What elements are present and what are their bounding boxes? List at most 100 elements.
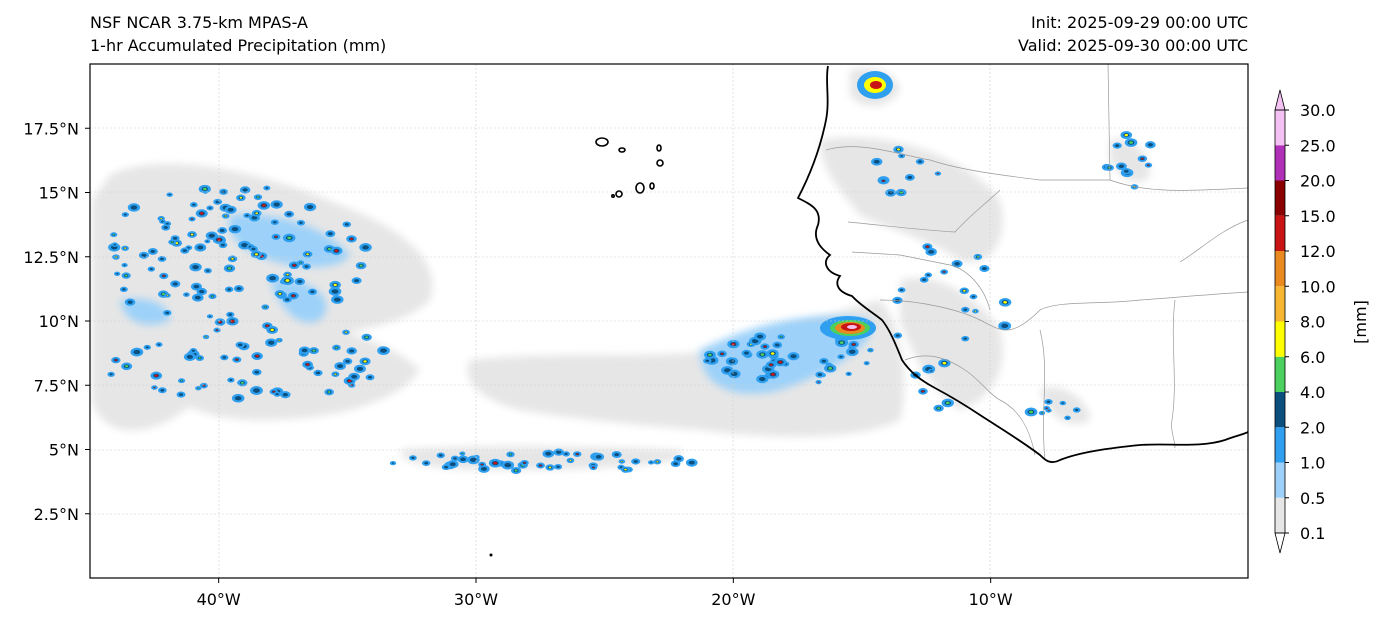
colorbar-segment — [1275, 462, 1285, 498]
colorbar-segment — [1275, 392, 1285, 428]
cell-core — [224, 215, 227, 217]
cell-mid — [245, 214, 249, 217]
colorbar-segment — [1275, 427, 1285, 463]
cell-mid — [161, 220, 164, 223]
cell-core — [255, 212, 259, 215]
y-tick-label: 7.5°N — [34, 376, 79, 395]
cell-mid — [227, 288, 232, 291]
cell-core — [306, 363, 310, 366]
cell-mid — [182, 249, 187, 253]
cell-mid — [185, 293, 188, 296]
cell-mid — [556, 450, 562, 454]
cell-core — [363, 360, 367, 363]
cell-core — [202, 187, 207, 191]
cell-mid — [251, 215, 258, 220]
cell-core — [509, 453, 512, 456]
cell-core — [171, 241, 174, 243]
cell-mid — [351, 374, 358, 379]
cell-core — [153, 387, 156, 389]
cell-core — [897, 148, 900, 151]
cell-mid — [306, 204, 314, 210]
cell-mid — [301, 348, 308, 353]
cell-mid — [315, 371, 321, 375]
y-tick-label: 12.5°N — [23, 248, 79, 267]
cell-mid — [349, 349, 355, 353]
cell-core — [278, 292, 282, 295]
cell-core — [347, 379, 352, 383]
init-time: Init: 2025-09-29 00:00 UTC — [1030, 13, 1248, 32]
cell-mid — [899, 288, 904, 292]
colorbar-level-label: 0.1 — [1300, 524, 1325, 543]
cell-mid — [730, 371, 738, 377]
cell-core — [166, 294, 169, 296]
cell-core — [514, 469, 518, 472]
cell-mid — [145, 346, 149, 349]
cell-core — [1041, 412, 1043, 414]
cell-mid — [178, 393, 184, 396]
cell-mid — [564, 452, 568, 455]
cell-mid — [208, 233, 215, 238]
cell-core — [1141, 157, 1144, 160]
cell-mid — [193, 284, 200, 289]
cell-mid — [556, 465, 560, 468]
cell-mid — [926, 273, 930, 276]
gridlines — [90, 64, 1248, 578]
cell-core — [274, 236, 278, 238]
cell-mid — [251, 247, 256, 251]
x-tick-label: 40°W — [197, 590, 241, 609]
cell-core — [1029, 410, 1034, 414]
cell-mid — [253, 388, 260, 393]
cell-mid — [285, 298, 290, 301]
island-dot — [489, 553, 493, 557]
cell-core — [124, 274, 128, 277]
cell-core — [286, 273, 289, 276]
colorbar-level-label: 10.0 — [1300, 277, 1336, 296]
cell-mid — [930, 370, 933, 372]
cell-core — [523, 462, 526, 464]
colorbar-unit-label: [mm] — [1351, 300, 1370, 344]
cell-mid — [460, 457, 466, 462]
cell-mid — [345, 359, 350, 363]
cell-core — [365, 336, 369, 339]
cell-mid — [887, 190, 894, 195]
cell-core — [227, 267, 232, 270]
y-tick-label: 15°N — [39, 184, 79, 203]
cell-core — [1045, 407, 1048, 409]
cell-core — [230, 319, 235, 323]
cell-core — [1003, 300, 1008, 304]
cell-core — [656, 461, 659, 463]
cell-core — [576, 453, 579, 455]
cell-core — [235, 358, 239, 361]
cell-core — [359, 264, 363, 267]
cell-core — [191, 218, 193, 220]
cell-mid — [438, 454, 443, 457]
colorbar: 0.1 0.5 1.0 2.0 4.0 6.0 8.0 10.0 12.0 15.0 20.0 25.… — [1274, 89, 1336, 554]
cell-mid — [229, 379, 233, 382]
colorbar-segment — [1275, 321, 1285, 357]
cell-core — [287, 236, 292, 240]
cell-core — [239, 196, 243, 199]
cell-mid — [356, 366, 364, 371]
cell-core — [190, 233, 194, 236]
cell-mid — [918, 160, 923, 163]
cell-mid — [192, 203, 196, 206]
cell-mid — [790, 354, 797, 359]
cell-mid — [265, 187, 269, 189]
cell-mid — [922, 278, 927, 282]
cell-mid — [186, 354, 193, 359]
y-tick-label: 10°N — [39, 312, 79, 331]
cell-mid — [595, 455, 602, 459]
cell-mid — [1061, 402, 1065, 404]
cell-mid — [130, 205, 138, 210]
cell-core — [621, 460, 623, 462]
colorbar-level-label: 15.0 — [1300, 207, 1336, 226]
cell-mid — [197, 245, 204, 250]
cell-core — [327, 391, 331, 393]
cell-core — [921, 390, 925, 393]
cell-mid — [633, 460, 638, 463]
cell-mid — [269, 276, 277, 281]
cell-mid — [268, 340, 275, 345]
colorbar-level-label: 0.5 — [1300, 489, 1325, 508]
cell-core — [592, 466, 595, 469]
cell-mid — [839, 355, 843, 358]
